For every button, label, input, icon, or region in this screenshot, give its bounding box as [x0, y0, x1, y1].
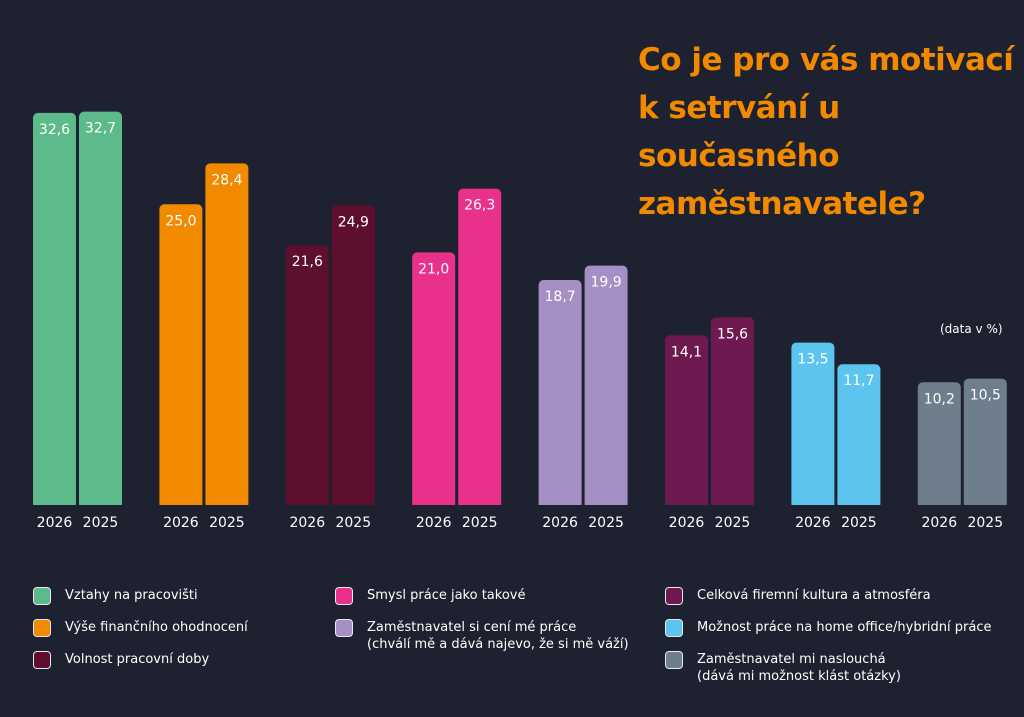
x-tick-label: 2026 — [542, 515, 578, 531]
bar-6-2025 — [837, 364, 881, 509]
legend-label: Zaměstnavatel mi naslouchá (dává mi možno… — [697, 652, 901, 684]
legend-item: Vztahy na pracovišti — [33, 587, 198, 605]
data-label: 32,7 — [85, 121, 116, 137]
x-tick-label: 2025 — [967, 515, 1003, 531]
x-tick-label: 2026 — [416, 515, 452, 531]
bar-0-2025 — [79, 111, 122, 509]
legend-label: Celková firemní kultura a atmosféra — [697, 588, 931, 603]
legend-label: Smysl práce jako takové — [367, 588, 526, 603]
bar-3-2025 — [458, 188, 502, 509]
legend-label: Možnost práce na home office/hybridní pr… — [697, 620, 992, 635]
bar-5-2026 — [665, 335, 708, 509]
chart-title: Co je pro vás motivací k setrvání u souč… — [638, 42, 1014, 222]
x-tick-label: 2025 — [209, 515, 245, 531]
legend-item: Zaměstnavatel si cení mé práce (chválí mě… — [335, 619, 629, 653]
legend-label: Volnost pracovní doby — [65, 652, 210, 667]
data-label: 10,2 — [924, 391, 955, 407]
legend-swatch — [33, 651, 51, 669]
data-label: 14,1 — [671, 344, 702, 360]
legend-label: Výše finančního ohodnocení — [65, 620, 248, 635]
legend-swatch — [335, 587, 353, 605]
data-label: 19,9 — [591, 275, 622, 291]
legend-item: Celková firemní kultura a atmosféra — [665, 587, 931, 605]
bar-7-2025 — [963, 378, 1007, 509]
legend-item: Smysl práce jako takové — [335, 587, 525, 605]
bar-2-2026 — [285, 245, 329, 510]
x-tick-label: 2025 — [83, 515, 119, 531]
data-label: 21,0 — [418, 261, 449, 277]
legend-swatch — [335, 619, 353, 637]
data-label: 10,5 — [970, 388, 1001, 404]
bar-4-2025 — [584, 265, 628, 509]
legend-item: Výše finančního ohodnocení — [33, 619, 248, 637]
data-label: 13,5 — [797, 352, 828, 368]
x-tick-label: 2026 — [669, 515, 705, 531]
x-tick-label: 2025 — [462, 515, 498, 531]
bar-3-2026 — [412, 252, 456, 509]
data-label: 15,6 — [717, 326, 748, 342]
data-label: 18,7 — [545, 289, 576, 305]
bar-0-2026 — [33, 112, 76, 510]
bar-2-2025 — [331, 205, 375, 509]
data-label: 25,0 — [165, 213, 196, 229]
legend-swatch — [665, 619, 683, 637]
x-tick-label: 2026 — [795, 515, 831, 531]
legend-item: Možnost práce na home office/hybridní pr… — [665, 619, 992, 637]
bar-1-2025 — [205, 163, 249, 509]
x-tick-label: 2025 — [335, 515, 371, 531]
data-label: 32,6 — [39, 122, 70, 138]
data-label: 21,6 — [292, 254, 323, 270]
x-tick-label: 2025 — [588, 515, 624, 531]
bar-4-2026 — [538, 280, 582, 509]
x-tick-label: 2026 — [921, 515, 957, 531]
unit-note: (data v %) — [940, 322, 1003, 336]
legend-swatch — [33, 587, 51, 605]
x-tick-label: 2026 — [289, 515, 325, 531]
x-tick-label: 2025 — [715, 515, 751, 531]
data-label: 26,3 — [464, 198, 495, 214]
bar-1-2026 — [159, 204, 203, 509]
legend-swatch — [33, 619, 51, 637]
bar-7-2026 — [917, 382, 961, 509]
legend-item: Zaměstnavatel mi naslouchá (dává mi možno… — [665, 651, 901, 685]
legend-swatch — [665, 651, 683, 669]
legend-label: Zaměstnavatel si cení mé práce (chválí mě… — [367, 620, 629, 652]
data-label: 24,9 — [338, 214, 369, 230]
bar-5-2025 — [711, 317, 754, 509]
legend-swatch — [665, 587, 683, 605]
data-label: 11,7 — [843, 373, 874, 389]
x-tick-label: 2026 — [37, 515, 73, 531]
legend-label: Vztahy na pracovišti — [65, 588, 198, 603]
data-label: 28,4 — [211, 172, 242, 188]
legend-item: Volnost pracovní doby — [33, 651, 209, 669]
x-tick-label: 2025 — [841, 515, 877, 531]
bar-6-2026 — [791, 342, 835, 509]
x-tick-label: 2026 — [163, 515, 199, 531]
